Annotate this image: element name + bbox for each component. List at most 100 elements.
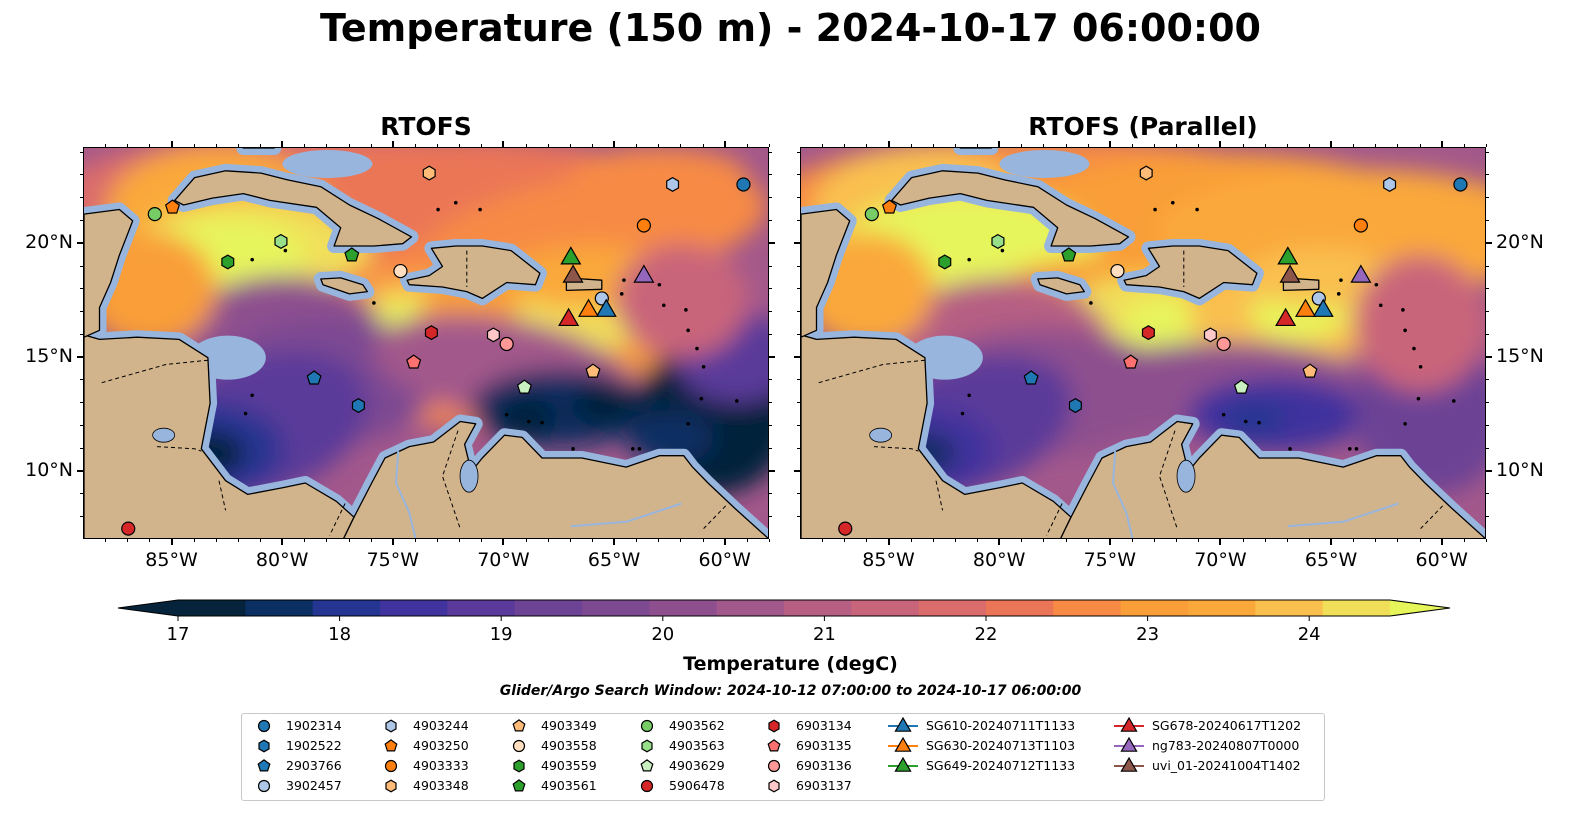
observation-marker[interactable] bbox=[1216, 336, 1231, 352]
observation-marker[interactable] bbox=[424, 325, 438, 341]
observation-marker[interactable] bbox=[486, 327, 500, 343]
observation-marker[interactable] bbox=[1110, 263, 1125, 279]
lon-minor-tick bbox=[977, 539, 979, 542]
observation-marker[interactable] bbox=[121, 521, 136, 536]
observation-marker[interactable] bbox=[406, 354, 422, 369]
observation-marker[interactable] bbox=[147, 206, 162, 222]
panel-title-rtofs-parallel: RTOFS (Parallel) bbox=[1028, 112, 1258, 141]
observation-marker[interactable] bbox=[633, 264, 655, 283]
river bbox=[394, 451, 417, 538]
lon-tick bbox=[723, 539, 726, 545]
observation-marker[interactable] bbox=[736, 177, 751, 192]
observation-marker[interactable] bbox=[938, 254, 952, 270]
map-panel-rtofs-parallel[interactable] bbox=[800, 147, 1486, 539]
observation-marker[interactable] bbox=[221, 254, 235, 270]
legend-label: 3902457 bbox=[286, 778, 342, 793]
lat-minor-tick bbox=[769, 311, 772, 313]
lon-minor-tick bbox=[437, 144, 439, 147]
lon-minor-tick bbox=[569, 539, 571, 542]
observation-marker[interactable] bbox=[1139, 165, 1153, 181]
small-island bbox=[1401, 308, 1405, 312]
observation-marker[interactable] bbox=[1350, 264, 1372, 283]
observation-marker[interactable] bbox=[1061, 247, 1077, 262]
legend-label: 6903135 bbox=[796, 738, 852, 753]
map-panel-rtofs[interactable] bbox=[83, 147, 769, 539]
lat-minor-tick bbox=[80, 516, 83, 518]
observation-marker[interactable] bbox=[1302, 363, 1318, 378]
colorbar-over-triangle bbox=[1390, 600, 1450, 616]
legend-label: 4903333 bbox=[413, 758, 469, 773]
observation-marker[interactable] bbox=[991, 233, 1005, 249]
small-island bbox=[695, 346, 699, 351]
lon-minor-tick bbox=[822, 144, 824, 147]
observation-marker[interactable] bbox=[881, 199, 898, 214]
observation-marker[interactable] bbox=[393, 263, 408, 279]
observation-marker[interactable] bbox=[1123, 354, 1139, 369]
observation-marker[interactable] bbox=[1141, 325, 1155, 341]
observation-marker[interactable] bbox=[422, 165, 436, 181]
land-yucatan bbox=[84, 208, 134, 338]
observation-marker[interactable] bbox=[636, 218, 651, 233]
lat-minor-tick bbox=[1486, 516, 1489, 518]
observation-marker[interactable] bbox=[1383, 176, 1397, 192]
lon-minor-tick bbox=[769, 144, 770, 147]
observation-marker[interactable] bbox=[274, 233, 288, 249]
lat-minor-tick bbox=[1486, 174, 1489, 176]
lat-tick-label: 15°N bbox=[1496, 344, 1544, 367]
legend-marker-hexagon bbox=[385, 779, 397, 793]
observation-marker[interactable] bbox=[516, 379, 532, 394]
lon-minor-tick bbox=[326, 144, 328, 147]
lon-tick-label: 60°W bbox=[698, 549, 751, 571]
observation-marker[interactable] bbox=[1275, 307, 1297, 327]
lon-tick-label: 75°W bbox=[1083, 549, 1137, 571]
small-island bbox=[1403, 328, 1407, 333]
lon-minor-tick bbox=[1065, 539, 1067, 542]
small-island bbox=[686, 421, 690, 426]
small-island bbox=[622, 278, 626, 282]
observation-marker[interactable] bbox=[838, 521, 853, 536]
observation-marker[interactable] bbox=[344, 247, 360, 262]
observation-marker[interactable] bbox=[1277, 246, 1299, 265]
legend-marker-pentagon bbox=[640, 759, 654, 772]
observation-marker[interactable] bbox=[578, 298, 600, 317]
lat-minor-tick bbox=[797, 333, 800, 335]
observation-marker[interactable] bbox=[351, 398, 365, 414]
lat-tick bbox=[1486, 241, 1492, 244]
legend-marker-hexagon bbox=[258, 739, 270, 753]
observation-marker[interactable] bbox=[1295, 298, 1317, 317]
observation-marker[interactable] bbox=[1023, 370, 1039, 385]
lat-tick-label: 10°N bbox=[1496, 458, 1544, 481]
observation-marker[interactable] bbox=[585, 363, 601, 378]
small-island bbox=[619, 292, 624, 296]
lat-minor-tick bbox=[1486, 219, 1489, 221]
observation-marker[interactable] bbox=[1068, 398, 1082, 414]
observation-marker[interactable] bbox=[1203, 327, 1217, 343]
small-island bbox=[1257, 420, 1261, 425]
small-island bbox=[1243, 419, 1248, 424]
observation-marker[interactable] bbox=[562, 264, 584, 283]
observation-marker[interactable] bbox=[1312, 298, 1334, 317]
observation-marker[interactable] bbox=[666, 176, 680, 192]
observation-marker[interactable] bbox=[1233, 379, 1249, 394]
legend-marker-circle bbox=[384, 759, 398, 773]
observation-marker[interactable] bbox=[1353, 218, 1368, 233]
lon-minor-tick bbox=[1308, 144, 1310, 147]
observation-marker[interactable] bbox=[1279, 264, 1301, 283]
small-island bbox=[1354, 447, 1359, 451]
observation-marker[interactable] bbox=[560, 246, 582, 265]
observation-marker[interactable] bbox=[558, 307, 580, 327]
lon-minor-tick bbox=[932, 539, 934, 542]
observation-marker[interactable] bbox=[164, 199, 181, 214]
observation-marker[interactable] bbox=[595, 298, 617, 317]
land-cuba bbox=[174, 170, 413, 247]
observation-marker[interactable] bbox=[1453, 177, 1468, 192]
observation-marker[interactable] bbox=[864, 206, 879, 222]
lat-minor-tick bbox=[80, 425, 83, 427]
lon-minor-tick bbox=[1463, 144, 1465, 147]
small-island bbox=[1403, 421, 1407, 426]
observation-marker[interactable] bbox=[306, 370, 322, 385]
observation-marker[interactable] bbox=[499, 336, 514, 352]
small-island bbox=[967, 257, 971, 262]
legend-label: 6903137 bbox=[796, 778, 852, 793]
legend-label: 4903349 bbox=[541, 718, 597, 733]
